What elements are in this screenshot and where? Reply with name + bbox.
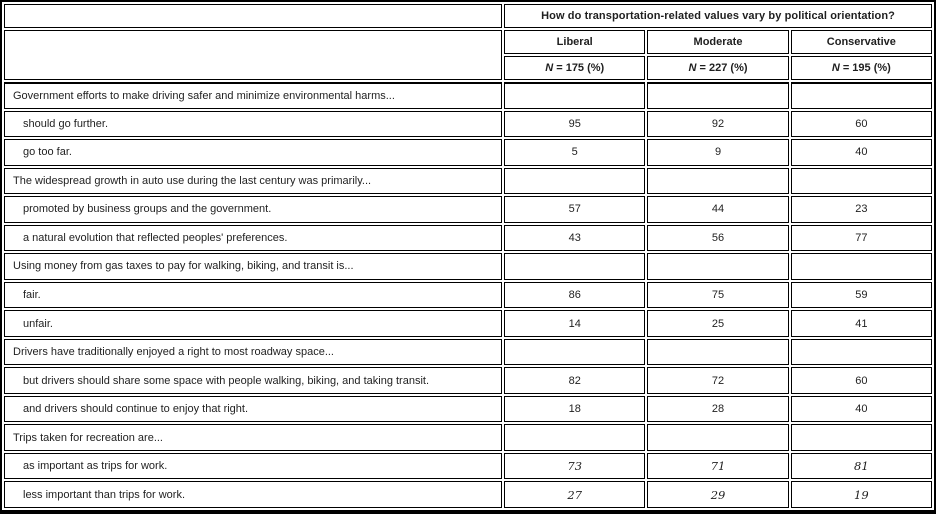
- n-value: = 227 (%): [699, 62, 748, 74]
- response-row: unfair. 14 25 41: [4, 310, 932, 337]
- value-moderate: 29: [647, 481, 789, 508]
- question-header-row: How do transportation-related values var…: [4, 4, 932, 28]
- value-conservative: 81: [790, 452, 932, 480]
- empty-value-cell: [504, 253, 646, 280]
- value-liberal: 57: [504, 196, 646, 223]
- sample-size-liberal: N = 175 (%): [504, 56, 646, 80]
- response-row: promoted by business groups and the gove…: [4, 196, 932, 223]
- section-statement-row: Trips taken for recreation are...: [4, 424, 932, 451]
- section-statement: Using money from gas taxes to pay for wa…: [4, 253, 503, 280]
- value-liberal: 43: [504, 224, 646, 252]
- response-row: a natural evolution that reflected peopl…: [4, 224, 932, 252]
- value-liberal: 14: [504, 310, 646, 337]
- column-header-conservative: Conservative: [790, 30, 932, 54]
- n-symbol: N: [545, 62, 554, 74]
- sample-size-conservative: N = 195 (%): [790, 56, 932, 80]
- section-statement: Trips taken for recreation are...: [4, 424, 503, 451]
- value-liberal: 73: [504, 452, 646, 480]
- value-liberal: 18: [504, 395, 646, 423]
- sample-size-moderate: N = 227 (%): [647, 56, 789, 80]
- response-row: should go further. 95 92 60: [4, 110, 932, 138]
- value-moderate: 71: [647, 452, 789, 480]
- value-conservative: 59: [790, 281, 932, 309]
- empty-value-cell: [504, 167, 646, 195]
- n-symbol: N: [831, 62, 840, 74]
- response-label: less important than trips for work.: [4, 481, 503, 508]
- response-row: less important than trips for work. 27 2…: [4, 481, 932, 508]
- empty-value-cell: [790, 338, 932, 366]
- empty-value-cell: [790, 82, 932, 109]
- column-header-moderate: Moderate: [647, 30, 789, 54]
- column-header-liberal: Liberal: [504, 30, 646, 54]
- table-body: Government efforts to make driving safer…: [4, 82, 932, 508]
- empty-value-cell: [790, 167, 932, 195]
- value-conservative: 23: [790, 196, 932, 223]
- empty-corner-cell: [4, 4, 503, 28]
- value-moderate: 92: [647, 110, 789, 138]
- value-conservative: 41: [790, 310, 932, 337]
- empty-value-cell: [504, 82, 646, 109]
- response-label: promoted by business groups and the gove…: [4, 196, 503, 223]
- response-row: but drivers should share some space with…: [4, 367, 932, 394]
- empty-value-cell: [647, 253, 789, 280]
- response-label: unfair.: [4, 310, 503, 337]
- value-moderate: 72: [647, 367, 789, 394]
- value-moderate: 44: [647, 196, 789, 223]
- empty-value-cell: [504, 338, 646, 366]
- section-statement: Government efforts to make driving safer…: [4, 82, 503, 109]
- response-row: fair. 86 75 59: [4, 281, 932, 309]
- section-statement-row: Government efforts to make driving safer…: [4, 82, 932, 109]
- value-moderate: 9: [647, 139, 789, 166]
- value-conservative: 19: [790, 481, 932, 508]
- sample-size-row: N = 175 (%) N = 227 (%) N = 195 (%): [4, 56, 932, 80]
- response-label: fair.: [4, 281, 503, 309]
- section-statement: The widespread growth in auto use during…: [4, 167, 503, 195]
- section-statement-row: Using money from gas taxes to pay for wa…: [4, 253, 932, 280]
- empty-value-cell: [504, 424, 646, 451]
- value-liberal: 27: [504, 481, 646, 508]
- response-row: as important as trips for work. 73 71 81: [4, 452, 932, 480]
- empty-value-cell: [790, 253, 932, 280]
- table-header: How do transportation-related values var…: [4, 4, 932, 80]
- value-conservative: 60: [790, 110, 932, 138]
- value-liberal: 86: [504, 281, 646, 309]
- value-conservative: 60: [790, 367, 932, 394]
- response-row: and drivers should continue to enjoy tha…: [4, 395, 932, 423]
- empty-value-cell: [647, 338, 789, 366]
- n-value: = 175 (%): [556, 62, 605, 74]
- section-statement-row: Drivers have traditionally enjoyed a rig…: [4, 338, 932, 366]
- response-label: but drivers should share some space with…: [4, 367, 503, 394]
- table-question-title: How do transportation-related values var…: [504, 4, 932, 28]
- value-conservative: 40: [790, 395, 932, 423]
- empty-value-cell: [647, 424, 789, 451]
- empty-value-cell: [790, 424, 932, 451]
- value-conservative: 77: [790, 224, 932, 252]
- value-liberal: 82: [504, 367, 646, 394]
- empty-value-cell: [647, 167, 789, 195]
- value-moderate: 28: [647, 395, 789, 423]
- response-label: go too far.: [4, 139, 503, 166]
- value-moderate: 75: [647, 281, 789, 309]
- section-statement: Drivers have traditionally enjoyed a rig…: [4, 338, 503, 366]
- empty-value-cell: [647, 82, 789, 109]
- value-liberal: 5: [504, 139, 646, 166]
- value-moderate: 56: [647, 224, 789, 252]
- empty-corner-cell: [4, 30, 503, 80]
- value-liberal: 95: [504, 110, 646, 138]
- column-header-row: Liberal Moderate Conservative: [4, 30, 932, 80]
- response-label: a natural evolution that reflected peopl…: [4, 224, 503, 252]
- n-value: = 195 (%): [842, 62, 891, 74]
- response-label: as important as trips for work.: [4, 452, 503, 480]
- value-moderate: 25: [647, 310, 789, 337]
- response-label: should go further.: [4, 110, 503, 138]
- value-conservative: 40: [790, 139, 932, 166]
- response-label: and drivers should continue to enjoy tha…: [4, 395, 503, 423]
- section-statement-row: The widespread growth in auto use during…: [4, 167, 932, 195]
- response-row: go too far. 5 9 40: [4, 139, 932, 166]
- n-symbol: N: [688, 62, 697, 74]
